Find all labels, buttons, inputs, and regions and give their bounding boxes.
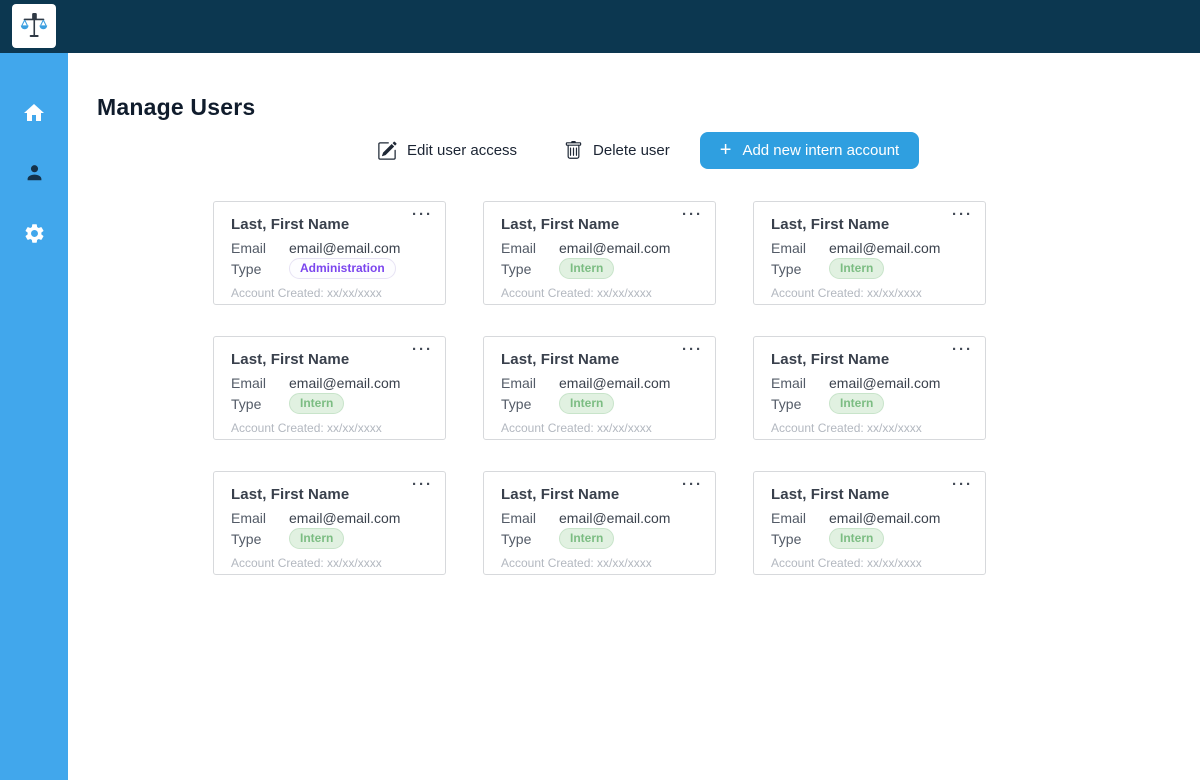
home-icon (22, 101, 46, 125)
card-menu-button[interactable]: ··· (412, 338, 433, 362)
email-value: email@email.com (559, 510, 671, 526)
top-bar (0, 0, 1200, 53)
user-name: Last, First Name (231, 486, 350, 503)
card-menu-button[interactable]: ··· (682, 473, 703, 497)
user-name: Last, First Name (231, 351, 350, 368)
trash-icon (564, 141, 583, 160)
type-label: Type (771, 530, 802, 547)
user-name: Last, First Name (771, 486, 890, 503)
email-label: Email (231, 240, 267, 256)
account-created-text: Account Created: xx/xx/xxxx (231, 556, 382, 570)
user-type-badge: Intern (829, 258, 885, 279)
email-value: email@email.com (289, 510, 401, 526)
user-name: Last, First Name (231, 216, 350, 233)
toolbar: Edit user access Delete user + Add new i… (377, 132, 1200, 169)
email-value: email@email.com (829, 240, 941, 256)
sidebar-item-home[interactable] (22, 101, 46, 125)
user-card: ··· Last, First Name Email email@email.c… (483, 471, 716, 575)
account-created-text: Account Created: xx/xx/xxxx (501, 556, 652, 570)
type-label: Type (771, 395, 802, 412)
user-card: ··· Last, First Name Email email@email.c… (213, 471, 446, 575)
email-value: email@email.com (289, 240, 401, 256)
account-created-text: Account Created: xx/xx/xxxx (501, 286, 652, 300)
user-card: ··· Last, First Name Email email@email.c… (213, 336, 446, 440)
main-content: Manage Users Edit user access Delete use… (68, 53, 1200, 780)
email-value: email@email.com (559, 375, 671, 391)
email-label: Email (771, 375, 807, 391)
account-created-text: Account Created: xx/xx/xxxx (771, 421, 922, 435)
user-type-badge: Intern (289, 393, 345, 414)
user-card-grid: ··· Last, First Name Email email@email.c… (213, 201, 1200, 575)
app-logo[interactable] (12, 4, 56, 48)
type-label: Type (501, 260, 532, 277)
user-name: Last, First Name (501, 486, 620, 503)
sidebar-item-users[interactable] (22, 161, 46, 185)
account-created-text: Account Created: xx/xx/xxxx (231, 421, 382, 435)
card-menu-button[interactable]: ··· (412, 203, 433, 227)
email-label: Email (501, 240, 537, 256)
email-label: Email (501, 375, 537, 391)
pencil-square-icon (377, 141, 397, 161)
user-card: ··· Last, First Name Email email@email.c… (753, 336, 986, 440)
email-value: email@email.com (829, 510, 941, 526)
card-menu-button[interactable]: ··· (952, 203, 973, 227)
card-menu-button[interactable]: ··· (682, 203, 703, 227)
email-label: Email (771, 510, 807, 526)
user-type-badge: Intern (829, 528, 885, 549)
account-created-text: Account Created: xx/xx/xxxx (771, 556, 922, 570)
user-type-badge: Intern (559, 528, 615, 549)
user-icon (23, 162, 46, 185)
user-card: ··· Last, First Name Email email@email.c… (483, 201, 716, 305)
card-menu-button[interactable]: ··· (952, 473, 973, 497)
email-label: Email (771, 240, 807, 256)
account-created-text: Account Created: xx/xx/xxxx (501, 421, 652, 435)
edit-user-access-button[interactable]: Edit user access (377, 141, 517, 161)
email-value: email@email.com (829, 375, 941, 391)
plus-icon: + (719, 138, 732, 161)
gear-icon (23, 222, 46, 245)
card-menu-button[interactable]: ··· (412, 473, 433, 497)
user-type-badge: Intern (829, 393, 885, 414)
email-value: email@email.com (289, 375, 401, 391)
add-intern-account-button[interactable]: + Add new intern account (699, 132, 920, 169)
user-name: Last, First Name (771, 216, 890, 233)
user-name: Last, First Name (771, 351, 890, 368)
sidebar-item-settings[interactable] (22, 221, 46, 245)
account-created-text: Account Created: xx/xx/xxxx (231, 286, 382, 300)
scales-of-justice-icon (18, 10, 50, 42)
delete-user-button[interactable]: Delete user (564, 141, 670, 160)
user-type-badge: Administration (289, 258, 396, 279)
user-type-badge: Intern (289, 528, 345, 549)
type-label: Type (231, 260, 262, 277)
type-label: Type (501, 395, 532, 412)
sidebar (0, 53, 68, 780)
user-card: ··· Last, First Name Email email@email.c… (483, 336, 716, 440)
delete-user-label: Delete user (593, 142, 670, 159)
type-label: Type (501, 530, 532, 547)
email-label: Email (231, 510, 267, 526)
user-name: Last, First Name (501, 351, 620, 368)
user-card: ··· Last, First Name Email email@email.c… (753, 201, 986, 305)
email-label: Email (231, 375, 267, 391)
user-card: ··· Last, First Name Email email@email.c… (213, 201, 446, 305)
account-created-text: Account Created: xx/xx/xxxx (771, 286, 922, 300)
user-card: ··· Last, First Name Email email@email.c… (753, 471, 986, 575)
type-label: Type (231, 395, 262, 412)
page-title: Manage Users (97, 94, 256, 120)
card-menu-button[interactable]: ··· (682, 338, 703, 362)
email-label: Email (501, 510, 537, 526)
add-intern-account-label: Add new intern account (742, 142, 900, 159)
type-label: Type (771, 260, 802, 277)
email-value: email@email.com (559, 240, 671, 256)
user-type-badge: Intern (559, 393, 615, 414)
edit-user-access-label: Edit user access (407, 142, 518, 159)
type-label: Type (231, 530, 262, 547)
card-menu-button[interactable]: ··· (952, 338, 973, 362)
user-type-badge: Intern (559, 258, 615, 279)
user-name: Last, First Name (501, 216, 620, 233)
